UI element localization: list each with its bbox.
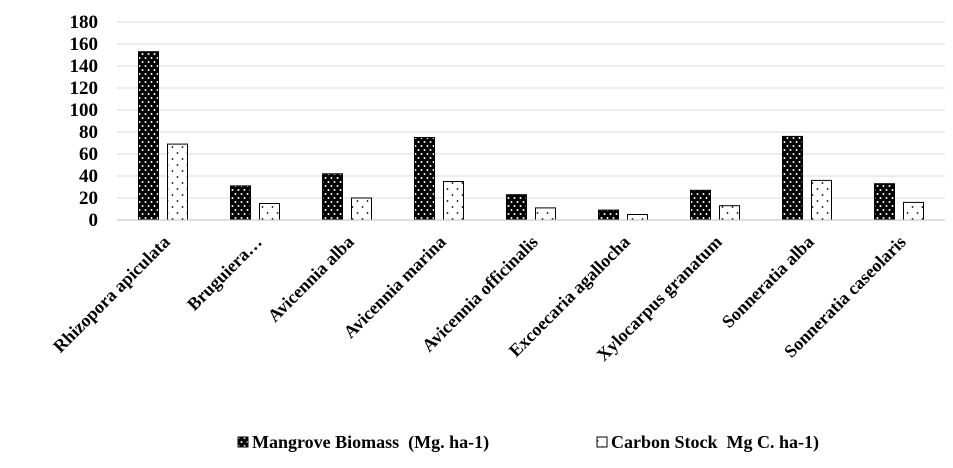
y-tick-label: 40 (79, 166, 98, 187)
bar-mangrove-biomass (690, 189, 711, 221)
legend-swatch-carbon-stock (596, 436, 608, 448)
bar-carbon-stock (811, 179, 832, 221)
y-tick-label: 60 (79, 144, 98, 165)
x-category-label: Rhizopora apiculata (49, 232, 174, 357)
bar-mangrove-biomass (782, 135, 803, 221)
legend: Mangrove Biomass (Mg. ha-1) Carbon Stock … (237, 432, 819, 453)
legend-label-mangrove-biomass: Mangrove Biomass (Mg. ha-1) (252, 432, 489, 453)
y-tick-label: 80 (79, 122, 98, 143)
y-tick-label: 20 (79, 188, 98, 209)
bar-mangrove-biomass (506, 194, 527, 221)
bar-mangrove-biomass (874, 183, 895, 221)
bar-carbon-stock (443, 181, 464, 221)
bar-mangrove-biomass (230, 185, 251, 221)
x-category-label: Sonneratia alba (718, 232, 818, 332)
bar-mangrove-biomass (138, 51, 159, 221)
bar-carbon-stock (719, 205, 740, 221)
y-tick-label: 0 (89, 210, 99, 231)
bar-mangrove-biomass (414, 137, 435, 221)
bar-carbon-stock (627, 214, 648, 221)
y-tick-label: 140 (70, 56, 99, 77)
y-tick-label: 160 (70, 34, 99, 55)
y-tick-label: 120 (70, 78, 99, 99)
bar-mangrove-biomass (598, 209, 619, 221)
bar-carbon-stock (535, 207, 556, 221)
bar-carbon-stock (351, 197, 372, 221)
bar-carbon-stock (903, 201, 924, 221)
y-tick-label: 180 (70, 12, 99, 33)
legend-label-carbon-stock: Carbon Stock Mg C. ha-1) (611, 432, 819, 453)
bar-mangrove-biomass (322, 173, 343, 221)
x-axis-category-labels: Rhizopora apiculata Bruguiera…Avicennia a… (49, 232, 910, 365)
x-category-label: Avicennia alba (264, 232, 358, 326)
y-tick-label: 100 (70, 100, 99, 121)
gridlines (117, 21, 945, 199)
bars (138, 51, 924, 221)
legend-swatch-mangrove-biomass (237, 436, 249, 448)
bar-carbon-stock (167, 143, 188, 221)
x-category-label: Bruguiera… (183, 232, 266, 315)
bar-carbon-stock (259, 203, 280, 221)
